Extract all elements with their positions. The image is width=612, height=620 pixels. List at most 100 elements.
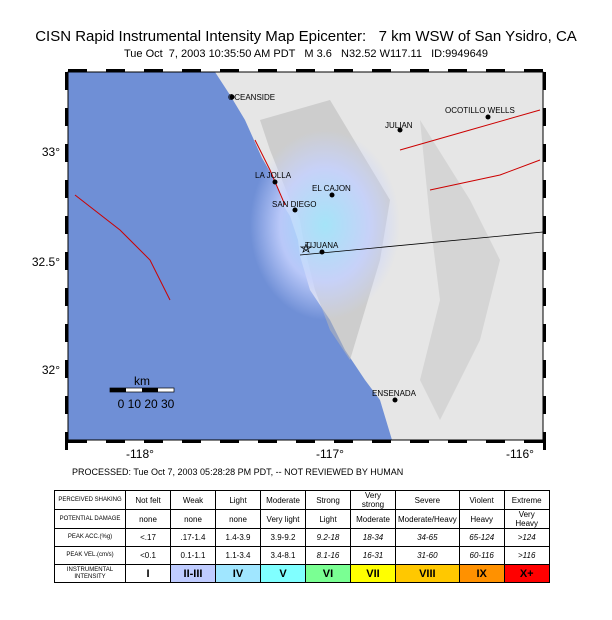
legend-cell: VII (350, 564, 396, 583)
legend-cell: none (170, 509, 216, 529)
legend-cell: 3.4-8.1 (260, 546, 306, 565)
place-label: OCEANSIDE (228, 93, 275, 102)
tick-seg (106, 69, 125, 72)
legend-cell: 1.4-3.9 (215, 528, 261, 547)
tick-seg (372, 440, 391, 443)
lon-label: -118° (126, 447, 154, 461)
tick-seg (543, 72, 546, 90)
legend-cell: 9.2-18 (305, 528, 351, 547)
frame-ticks (65, 69, 546, 450)
legend-cell: Moderate (260, 490, 306, 510)
tick-seg (65, 432, 68, 450)
legend-cell: I (125, 564, 171, 583)
tick-seg (65, 288, 68, 306)
lon-label: -117° (316, 447, 344, 461)
intensity-legend: PERCEIVED SHAKING Not felt Weak Light Modera… (54, 490, 550, 583)
place-label: OCOTILLO WELLS (445, 106, 515, 115)
tick-seg (68, 440, 87, 443)
legend-cell: Very Heavy (503, 509, 550, 529)
legend-cell: >124 (503, 528, 550, 547)
lat-label: 32.5° (32, 255, 60, 269)
lon-label: -116° (506, 447, 534, 461)
tick-seg (65, 144, 68, 162)
tick-seg (543, 360, 546, 378)
tick-seg (543, 216, 546, 234)
legend-cell: Heavy (458, 509, 505, 529)
legend-cell: 65-124 (458, 528, 505, 547)
tick-seg (220, 69, 239, 72)
legend-cell: <0.1 (125, 546, 171, 565)
tick-seg (65, 324, 68, 342)
legend-cell: IV (215, 564, 261, 583)
legend-cell: Very strong (350, 490, 396, 510)
legend-row: PEAK VEL.(cm/s) <0.1 0.1-1.1 1.1-3.4 3.4-8.1… (54, 546, 550, 565)
tick-seg (144, 69, 163, 72)
legend-cell: Extreme (503, 490, 550, 510)
legend-cell: <.17 (125, 528, 171, 547)
title: CISN Rapid Instrumental Intensity Map Ep… (35, 28, 577, 45)
tick-seg (65, 360, 68, 378)
legend-cell: Strong (305, 490, 351, 510)
tick-seg (296, 440, 315, 443)
place-dot (485, 114, 491, 120)
legend-cell: none (215, 509, 261, 529)
legend-row: INSTRUMENTAL INTENSITY I II-III IV V VI VII VII… (54, 564, 550, 583)
legend-cell: 34-65 (395, 528, 460, 547)
lat-label: 32° (42, 363, 60, 377)
legend-row-label: PEAK VEL.(cm/s) (54, 546, 126, 565)
place-label: ENSENADA (372, 389, 417, 398)
intensity-area (250, 130, 400, 320)
tick-seg (65, 252, 68, 270)
fault (74, 194, 171, 301)
legend-cell: 0.1-1.1 (170, 546, 216, 565)
tick-seg (65, 180, 68, 198)
tick-seg (448, 440, 467, 443)
legend-cell: 8.1-16 (305, 546, 351, 565)
tick-seg (543, 324, 546, 342)
tick-seg (448, 69, 467, 72)
legend-cell: 3.9-9.2 (260, 528, 306, 547)
tick-seg (486, 69, 505, 72)
border (299, 231, 543, 256)
tick-seg (543, 180, 546, 198)
place-label: EL CAJON (312, 184, 351, 193)
legend-cell: Weak (170, 490, 216, 510)
tick-seg (258, 69, 277, 72)
processed-note: PROCESSED: Tue Oct 7, 2003 05:28:28 PM P… (72, 467, 404, 477)
place-label: LA JOLLA (255, 171, 292, 180)
legend-cell: V (260, 564, 306, 583)
fault (254, 139, 286, 206)
place-dot (229, 94, 235, 100)
tick-seg (524, 440, 543, 443)
terrain (420, 120, 500, 420)
legend-cell: Very light (260, 509, 306, 529)
legend-row-label: INSTRUMENTAL INTENSITY (54, 564, 126, 583)
legend-cell: VI (305, 564, 351, 583)
epicenter (299, 243, 313, 253)
legend-row-label: PERCEIVED SHAKING (54, 490, 126, 510)
legend-cell: X+ (503, 564, 550, 583)
place-dot (397, 127, 403, 133)
legend-cell: 31-60 (395, 546, 460, 565)
tick-seg (68, 69, 87, 72)
scale-seg (110, 388, 126, 392)
legend-cell: 18-34 (350, 528, 396, 547)
legend-cell: none (125, 509, 171, 529)
tick-seg (220, 440, 239, 443)
fault (399, 109, 541, 151)
legend-row-label: PEAK ACC.(%g) (54, 528, 126, 547)
tick-seg (182, 440, 201, 443)
tick-seg (296, 69, 315, 72)
scale-title: km (134, 374, 150, 388)
tick-seg (372, 69, 391, 72)
legend-cell: 1.1-3.4 (215, 546, 261, 565)
place-dot (319, 249, 325, 255)
place-label: JULIAN (385, 121, 413, 130)
legend-cell: Moderate (350, 509, 396, 529)
legend-row-label: POTENTIAL DAMAGE (54, 509, 126, 529)
legend-cell: VIII (395, 564, 460, 583)
legend-cell: Moderate/Heavy (395, 509, 460, 529)
subtitle: Tue Oct 7, 2003 10:35:50 AM PDT M 3.6 N3… (123, 48, 489, 60)
legend-cell: 16-31 (350, 546, 396, 565)
legend-cell: Violent (458, 490, 505, 510)
